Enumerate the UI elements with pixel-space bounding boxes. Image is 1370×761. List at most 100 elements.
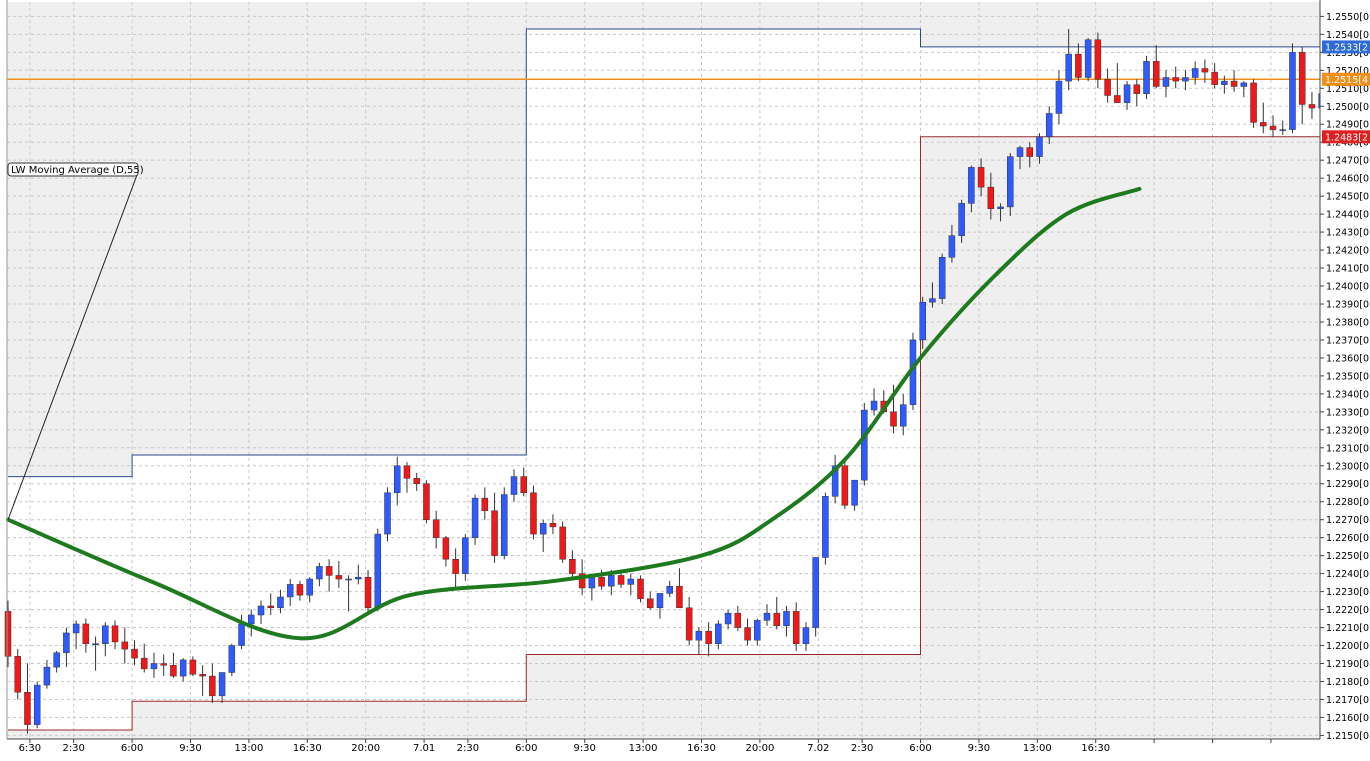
candle-body[interactable]: [968, 167, 975, 204]
candle-body[interactable]: [841, 465, 849, 506]
candle-body[interactable]: [53, 652, 60, 668]
candle-body[interactable]: [1308, 104, 1316, 109]
candle-body[interactable]: [763, 612, 771, 621]
indicator-annotation[interactable]: LW Moving Average (D,55): [7, 162, 144, 520]
candle-body[interactable]: [462, 537, 469, 574]
candle-body[interactable]: [637, 578, 644, 600]
candle-body[interactable]: [248, 614, 255, 625]
candle-body[interactable]: [374, 533, 382, 609]
candle-body[interactable]: [131, 648, 138, 659]
candle-body[interactable]: [1240, 82, 1248, 87]
candle-body[interactable]: [33, 684, 41, 725]
candle-body[interactable]: [608, 575, 615, 587]
candle-body[interactable]: [783, 611, 790, 627]
candle-body[interactable]: [666, 585, 673, 594]
candle-body[interactable]: [1152, 61, 1160, 87]
candle-body[interactable]: [501, 494, 508, 556]
candle-body[interactable]: [1201, 68, 1209, 73]
candle-body[interactable]: [423, 483, 430, 520]
candle-body[interactable]: [812, 557, 819, 628]
candle-body[interactable]: [656, 593, 664, 609]
candle-body[interactable]: [1016, 147, 1024, 157]
candle-body[interactable]: [1230, 80, 1238, 87]
candle-body[interactable]: [1026, 147, 1033, 157]
candle-body[interactable]: [958, 203, 965, 236]
candle-body[interactable]: [1250, 82, 1257, 123]
candle-body[interactable]: [646, 598, 654, 609]
candle-body[interactable]: [851, 479, 858, 506]
candle-body[interactable]: [1007, 156, 1014, 208]
candle-body[interactable]: [938, 257, 946, 299]
candle-body[interactable]: [471, 497, 479, 538]
candle-body[interactable]: [1104, 79, 1111, 96]
candle-body[interactable]: [82, 623, 90, 644]
candle-body[interactable]: [1182, 77, 1189, 82]
candle-body[interactable]: [1133, 84, 1141, 94]
candle-body[interactable]: [150, 663, 158, 670]
candle-body[interactable]: [1269, 125, 1277, 130]
candle-body[interactable]: [140, 657, 148, 670]
candle-body[interactable]: [948, 235, 956, 258]
candle-body[interactable]: [209, 675, 216, 697]
candle-body[interactable]: [491, 510, 498, 556]
candle-body[interactable]: [179, 659, 187, 677]
candle-body[interactable]: [345, 578, 352, 581]
candle-body[interactable]: [539, 523, 547, 535]
candle-body[interactable]: [413, 478, 420, 484]
candle-body[interactable]: [890, 411, 897, 427]
candle-body[interactable]: [929, 298, 936, 303]
candle-body[interactable]: [578, 573, 586, 589]
candle-body[interactable]: [997, 206, 1004, 209]
candle-body[interactable]: [861, 409, 868, 481]
candle-body[interactable]: [286, 584, 294, 598]
candle-body[interactable]: [257, 605, 265, 616]
candle-body[interactable]: [189, 659, 197, 675]
candle-body[interactable]: [1162, 77, 1170, 87]
candle-body[interactable]: [43, 666, 51, 686]
candle-body[interactable]: [277, 596, 284, 609]
candle-body[interactable]: [1279, 129, 1286, 131]
candle-body[interactable]: [831, 465, 839, 497]
candle-body[interactable]: [676, 585, 683, 609]
candle-body[interactable]: [384, 492, 391, 535]
candle-body[interactable]: [1094, 39, 1102, 80]
candle-body[interactable]: [316, 566, 323, 580]
candle-body[interactable]: [296, 584, 304, 596]
candle-body[interactable]: [442, 537, 450, 560]
candle-body[interactable]: [549, 523, 557, 528]
candle-body[interactable]: [1075, 53, 1082, 78]
candle-body[interactable]: [559, 526, 566, 560]
candle-body[interactable]: [403, 465, 411, 479]
candle-body[interactable]: [238, 623, 245, 646]
candles[interactable]: [4, 28, 1355, 734]
candle-body[interactable]: [744, 627, 751, 641]
candle-body[interactable]: [987, 186, 995, 209]
candle-body[interactable]: [1055, 80, 1063, 114]
candle-body[interactable]: [92, 643, 99, 645]
candle-body[interactable]: [432, 519, 440, 538]
candle-body[interactable]: [617, 575, 625, 585]
candle-body[interactable]: [355, 576, 362, 580]
candle-body[interactable]: [335, 575, 343, 580]
candle-body[interactable]: [24, 692, 31, 725]
candle-body[interactable]: [228, 645, 236, 673]
candle-body[interactable]: [977, 167, 985, 188]
candle-body[interactable]: [72, 623, 80, 634]
candle-body[interactable]: [4, 611, 12, 657]
candle-body[interactable]: [685, 607, 693, 641]
candle-body[interactable]: [1084, 39, 1092, 78]
candle-body[interactable]: [160, 663, 167, 666]
candle-body[interactable]: [724, 612, 732, 625]
candle-body[interactable]: [899, 404, 907, 427]
candle-body[interactable]: [306, 578, 313, 596]
candle-body[interactable]: [822, 496, 829, 558]
candle-body[interactable]: [364, 576, 372, 609]
candle-body[interactable]: [102, 625, 109, 644]
candle-body[interactable]: [715, 623, 722, 644]
candle-body[interactable]: [734, 612, 742, 628]
candle-body[interactable]: [530, 492, 537, 535]
candle-body[interactable]: [1289, 52, 1296, 130]
candle-body[interactable]: [588, 576, 596, 589]
candle-body[interactable]: [1036, 136, 1043, 157]
